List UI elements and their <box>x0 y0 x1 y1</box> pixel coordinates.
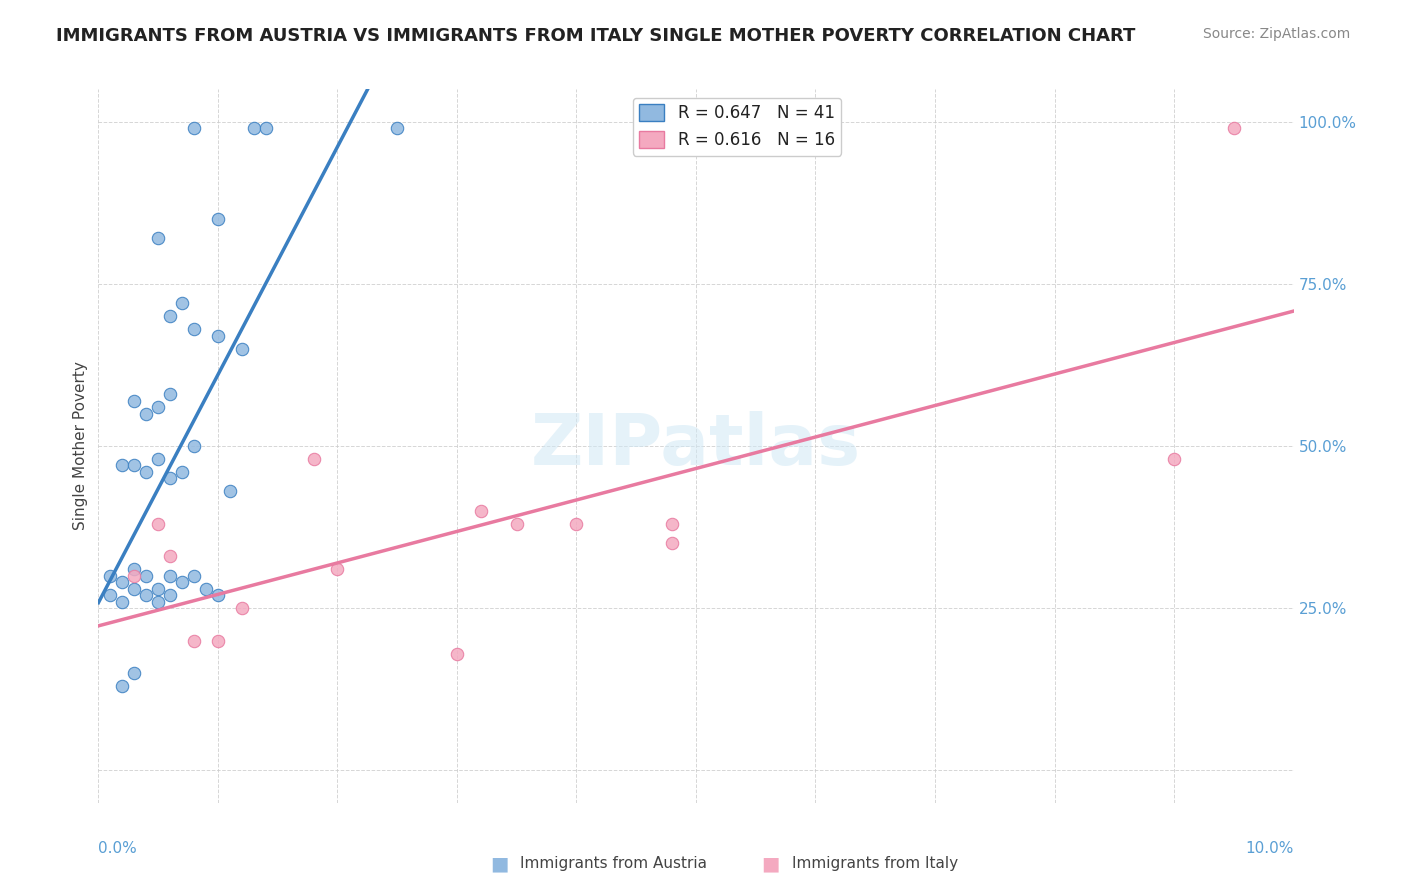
Point <box>135 588 157 602</box>
Point <box>195 582 218 596</box>
Point <box>183 121 205 136</box>
Point <box>243 121 266 136</box>
Y-axis label: Single Mother Poverty: Single Mother Poverty <box>73 361 89 531</box>
Point <box>183 568 205 582</box>
Point <box>207 588 229 602</box>
Text: Immigrants from Italy: Immigrants from Italy <box>792 856 957 871</box>
Point <box>183 633 205 648</box>
Point <box>231 342 253 356</box>
Point <box>470 504 492 518</box>
Point <box>1223 121 1246 136</box>
Point <box>148 516 170 531</box>
Point <box>326 562 349 576</box>
Point <box>506 516 529 531</box>
Text: ■: ■ <box>489 854 509 873</box>
Point <box>148 231 170 245</box>
Point <box>124 562 146 576</box>
Point <box>124 393 146 408</box>
Point <box>159 387 181 401</box>
Point <box>172 575 194 590</box>
Point <box>98 568 122 582</box>
Point <box>135 465 157 479</box>
Point <box>302 452 325 467</box>
Text: 10.0%: 10.0% <box>1246 841 1294 855</box>
Point <box>172 296 194 310</box>
Point <box>661 516 683 531</box>
Point <box>159 568 181 582</box>
Point <box>111 595 134 609</box>
Text: Immigrants from Austria: Immigrants from Austria <box>520 856 707 871</box>
Point <box>124 458 146 473</box>
Point <box>254 121 277 136</box>
Point <box>111 458 134 473</box>
Point <box>207 328 229 343</box>
Text: IMMIGRANTS FROM AUSTRIA VS IMMIGRANTS FROM ITALY SINGLE MOTHER POVERTY CORRELATI: IMMIGRANTS FROM AUSTRIA VS IMMIGRANTS FR… <box>56 27 1136 45</box>
Point <box>1163 452 1185 467</box>
Point <box>148 582 170 596</box>
Point <box>124 666 146 681</box>
Point <box>135 407 157 421</box>
Point <box>135 568 157 582</box>
Text: ■: ■ <box>761 854 780 873</box>
Point <box>385 121 409 136</box>
Point <box>159 310 181 324</box>
Text: Source: ZipAtlas.com: Source: ZipAtlas.com <box>1202 27 1350 41</box>
Point <box>124 582 146 596</box>
Point <box>159 588 181 602</box>
Point <box>446 647 468 661</box>
Point <box>159 471 181 485</box>
Legend: R = 0.647   N = 41, R = 0.616   N = 16: R = 0.647 N = 41, R = 0.616 N = 16 <box>633 97 841 155</box>
Point <box>148 400 170 414</box>
Point <box>207 211 229 226</box>
Point <box>565 516 588 531</box>
Point <box>183 322 205 336</box>
Point <box>98 588 122 602</box>
Point <box>148 452 170 467</box>
Point <box>159 549 181 564</box>
Point <box>219 484 242 499</box>
Text: ZIPatlas: ZIPatlas <box>531 411 860 481</box>
Point <box>207 633 229 648</box>
Point <box>148 595 170 609</box>
Point <box>183 439 205 453</box>
Point <box>124 568 146 582</box>
Point <box>111 679 134 693</box>
Text: 0.0%: 0.0% <box>98 841 138 855</box>
Point <box>172 465 194 479</box>
Point <box>661 536 683 550</box>
Point <box>231 601 253 615</box>
Point <box>111 575 134 590</box>
